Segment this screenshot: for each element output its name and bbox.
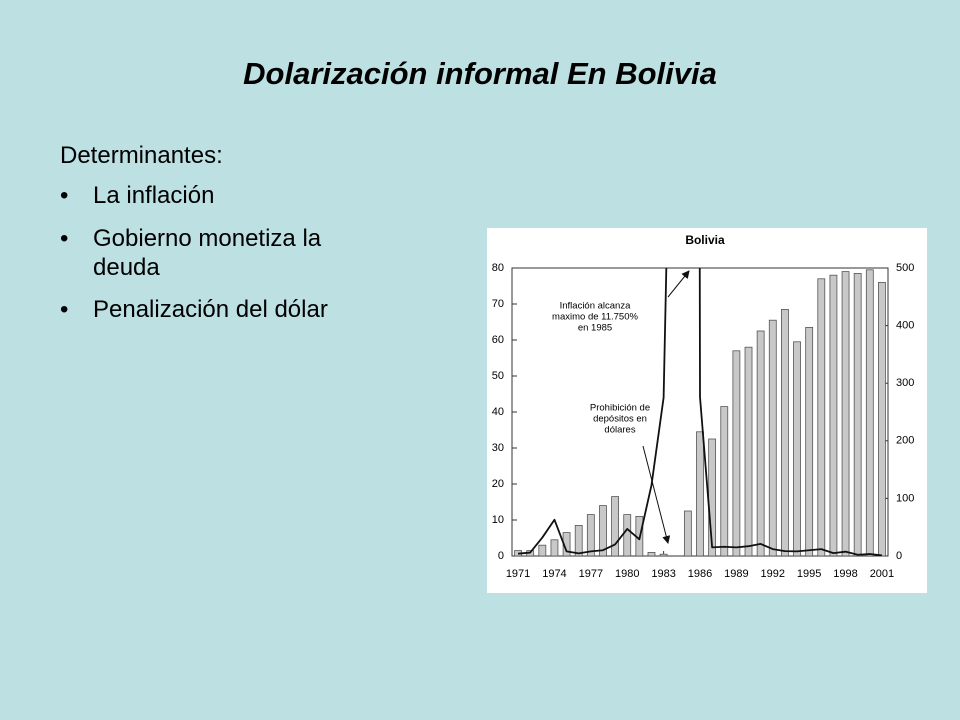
y-tick-label: 70 [492,298,504,310]
x-tick-label: 1989 [724,568,748,580]
annotation: en 1985 [578,323,612,334]
y-tick-label: 50 [492,370,504,382]
y2-tick-label: 200 [896,435,914,447]
annotation-arrow [667,270,690,298]
chart-background [487,228,927,593]
bar [538,544,547,556]
x-tick-label: 1992 [761,568,785,580]
annotation: depósitos en [593,414,647,425]
bar [744,346,753,556]
bar [696,431,704,556]
annotation: Prohibición de [590,403,650,414]
bar [659,553,668,556]
annotation-arrow [642,445,671,544]
bar [878,281,886,556]
y-tick-label: 60 [492,334,504,346]
chart-title: Bolivia [685,233,725,247]
bar [829,274,838,556]
y-tick-label: 30 [492,442,504,454]
bullet-list: La inflación Gobierno monetiza la deuda … [60,182,393,339]
y-tick-label: 40 [492,406,504,418]
y2-tick-label: 500 [896,262,914,274]
x-tick-label: 1974 [542,568,566,580]
bar [550,539,559,556]
bar [732,350,741,556]
bar [683,510,692,556]
x-tick-label: 1980 [615,568,639,580]
bar [865,269,874,556]
bar [768,319,777,556]
bar [781,308,789,556]
annotation: dólares [604,425,635,436]
y2-tick-label: 400 [896,320,914,332]
y2-tick-label: 300 [896,377,914,389]
annotation: maximo de 11.750% [552,312,638,323]
slide-title: Dolarización informal En Bolivia [243,56,717,91]
bar [817,278,826,556]
bar [853,272,862,556]
x-tick-label: 1998 [833,568,857,580]
bar [647,552,656,556]
bullet: La inflación [60,182,393,211]
x-tick-label: 2001 [870,568,894,580]
x-tick-label: 1983 [651,568,675,580]
bar [756,330,765,556]
y-tick-label: 0 [498,550,504,562]
x-tick-label: 1977 [579,568,603,580]
y2-tick-label: 0 [896,550,902,562]
bar [623,514,632,556]
bullet: Gobierno monetiza la deuda [60,225,393,283]
bar [793,341,801,556]
x-tick-label: 1971 [506,568,530,580]
line [517,268,883,556]
y-tick-label: 80 [492,262,504,274]
bar [805,326,814,556]
bullet: Penalización del dólar [60,296,393,325]
annotation: Inflación alcanza [560,301,631,312]
bar [720,406,729,556]
y-tick-label: 20 [492,478,504,490]
x-tick-label: 1986 [688,568,712,580]
bar [841,271,850,556]
plot-area [514,268,886,556]
y-tick-label: 10 [492,514,504,526]
bar [599,505,607,556]
bar [586,514,595,556]
y2-tick-label: 100 [896,492,914,504]
bar [611,496,619,556]
bar [574,525,583,556]
intro-text: Determinantes: [60,142,223,169]
x-tick-label: 1995 [797,568,821,580]
